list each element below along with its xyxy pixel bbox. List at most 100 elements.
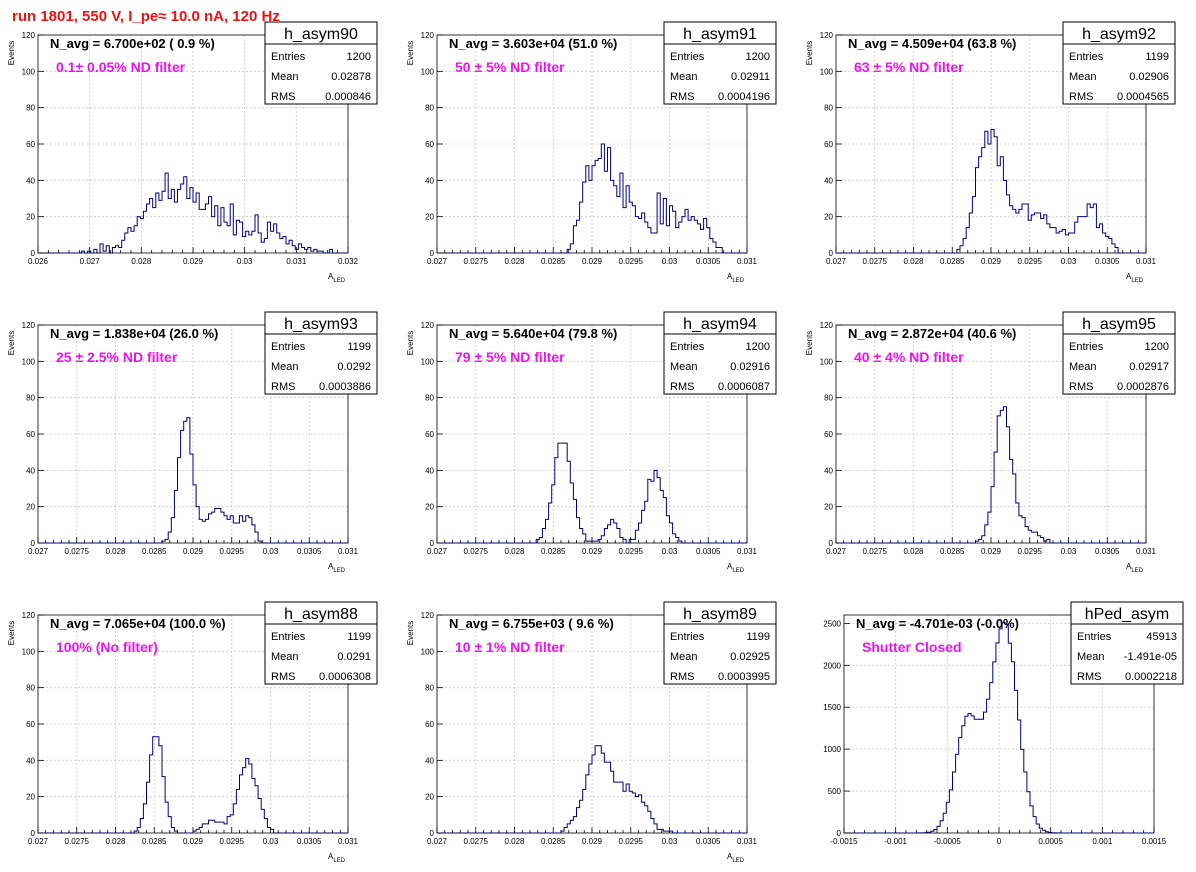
x-tick-label: 0.027 <box>28 547 49 556</box>
y-tick-label: 60 <box>824 140 833 149</box>
x-tick-label: 0.0275 <box>464 547 489 556</box>
y-tick-label: 100 <box>820 357 834 366</box>
stats-label: RMS <box>271 381 295 393</box>
x-tick-label: 0.03 <box>263 547 279 556</box>
stats-value: 0.0002218 <box>1125 671 1177 683</box>
x-axis-label-sub: LED <box>732 858 744 864</box>
stats-value: 1199 <box>347 631 371 643</box>
stats-value: 0.0006308 <box>319 671 371 683</box>
histogram-line <box>437 745 747 834</box>
x-tick-label: 0.0295 <box>220 837 245 846</box>
y-tick-label: 120 <box>22 611 36 620</box>
x-tick-label: 0.027 <box>427 837 448 846</box>
x-axis-label-sub: LED <box>333 568 345 574</box>
x-tick-label: 0.0005 <box>1038 837 1063 846</box>
x-tick-label: 0.03 <box>662 547 678 556</box>
y-axis-label: Events <box>406 41 415 65</box>
x-tick-label: 0.029 <box>582 837 603 846</box>
x-tick-label: 0.0305 <box>1095 257 1120 266</box>
stats-value: 0.02917 <box>1129 361 1169 373</box>
x-axis-label: ALED <box>1126 562 1144 574</box>
x-tick-label: 0.029 <box>981 257 1002 266</box>
x-tick-label: 0.028 <box>504 257 525 266</box>
x-tick-label: 0.0295 <box>1018 257 1043 266</box>
y-tick-label: 0 <box>31 829 36 838</box>
stats-label: Entries <box>670 631 705 643</box>
stats-title: h_asym93 <box>284 316 358 333</box>
y-tick-label: 0 <box>829 539 834 548</box>
stats-label: RMS <box>1077 671 1101 683</box>
x-tick-label: 0.029 <box>183 837 204 846</box>
stats-value: 0.0292 <box>337 361 371 373</box>
stats-box: h_asym92 Entries 1199 Mean 0.02906 RMS 0.00045… <box>1062 21 1176 105</box>
x-tick-label: 0.028 <box>504 837 525 846</box>
navg-label: N_avg = 2.872e+04 (40.6 %) <box>848 326 1016 341</box>
y-axis-label: Events <box>7 621 16 645</box>
y-tick-label: 2000 <box>823 661 841 670</box>
x-tick-label: 0.027 <box>427 257 448 266</box>
stats-value: -1.491e-05 <box>1124 651 1177 663</box>
filter-label: 25 ± 2.5% ND filter <box>56 349 178 365</box>
stats-label: Mean <box>271 361 299 373</box>
x-tick-label: 0.0275 <box>863 547 888 556</box>
histogram-line <box>437 143 747 254</box>
stats-label: Entries <box>670 341 705 353</box>
stats-value: 0.0291 <box>337 651 371 663</box>
y-axis-label: Events <box>406 331 415 355</box>
filter-label: Shutter Closed <box>862 639 962 655</box>
histogram-line <box>38 172 348 254</box>
x-axis-label: ALED <box>1126 272 1144 284</box>
x-tick-label: 0.03 <box>237 257 253 266</box>
stats-label: Mean <box>670 651 698 663</box>
x-tick-label: 0.0275 <box>464 837 489 846</box>
stats-label: Entries <box>271 51 306 63</box>
x-tick-label: 0 <box>997 837 1002 846</box>
stats-value: 0.0004565 <box>1117 91 1169 103</box>
stats-label: Mean <box>1069 361 1097 373</box>
y-tick-label: 20 <box>26 503 35 512</box>
stats-value: 0.02925 <box>730 651 770 663</box>
x-tick-label: 0.028 <box>504 547 525 556</box>
y-tick-label: 80 <box>26 104 35 113</box>
x-tick-label: 0.0275 <box>65 547 90 556</box>
stats-label: RMS <box>670 381 694 393</box>
stats-box: h_asym91 Entries 1200 Mean 0.02911 RMS 0.00041… <box>663 21 777 105</box>
y-tick-label: 60 <box>425 430 434 439</box>
navg-label: N_avg = 6.700e+02 ( 0.9 %) <box>50 36 215 51</box>
stats-value: 1199 <box>347 341 371 353</box>
stats-value: 0.0003995 <box>718 671 770 683</box>
stats-label: RMS <box>271 671 295 683</box>
y-tick-label: 0 <box>430 829 435 838</box>
x-tick-label: 0.0305 <box>696 547 721 556</box>
filter-label: 10 ± 1% ND filter <box>455 639 565 655</box>
y-tick-label: 40 <box>425 176 434 185</box>
y-tick-label: 80 <box>425 684 434 693</box>
x-tick-label: 0.0015 <box>1142 837 1167 846</box>
y-tick-label: 100 <box>421 67 435 76</box>
x-tick-label: 0.031 <box>338 547 359 556</box>
histogram-panel-hPed_asym: -0.0015 -0.001 -0.0005 0 0.0005 0.001 0.0015 0 5… <box>823 601 1184 846</box>
y-tick-label: 40 <box>26 756 35 765</box>
y-tick-label: 120 <box>820 31 834 40</box>
stats-box-frame <box>663 601 777 685</box>
navg-label: N_avg = 4.509e+04 (63.8 %) <box>848 36 1016 51</box>
stats-value: 0.0003886 <box>319 381 371 393</box>
x-tick-label: 0.0295 <box>220 547 245 556</box>
y-tick-label: 120 <box>421 321 435 330</box>
x-axis-label-sub: LED <box>1131 568 1143 574</box>
stats-title: h_asym92 <box>1082 26 1156 43</box>
x-tick-label: 0.0295 <box>619 837 644 846</box>
y-axis-label: Events <box>406 621 415 645</box>
stats-title: h_asym89 <box>683 606 757 623</box>
y-tick-label: 80 <box>824 394 833 403</box>
stats-value: 1199 <box>746 631 770 643</box>
x-tick-label: 0.031 <box>737 257 758 266</box>
stats-box-frame <box>1062 21 1176 105</box>
x-tick-label: 0.028 <box>105 837 126 846</box>
stats-box: h_asym95 Entries 1200 Mean 0.02917 RMS 0.00028… <box>1062 311 1176 395</box>
stats-label: Mean <box>670 361 698 373</box>
x-axis-label-sub: LED <box>333 278 345 284</box>
y-tick-label: 0 <box>31 539 36 548</box>
stats-value: 1200 <box>746 51 770 63</box>
histogram-panel-h_asym93: 0.027 0.0275 0.028 0.0285 0.029 0.0295 0.03 0.0… <box>7 311 378 574</box>
